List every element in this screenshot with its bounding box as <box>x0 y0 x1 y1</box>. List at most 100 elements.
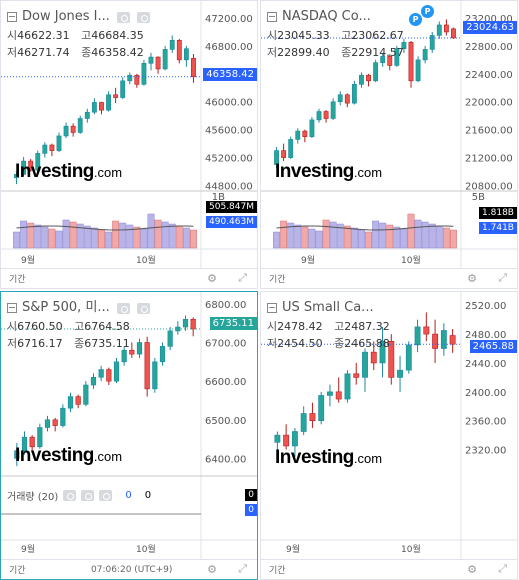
candle-body <box>302 130 308 137</box>
p-marker-icon[interactable]: P <box>409 13 422 26</box>
volume-bar <box>428 223 436 249</box>
visibility-icon[interactable] <box>116 302 130 314</box>
time-label-sep: 9월 <box>301 256 316 266</box>
period-label[interactable]: 기간 <box>9 566 26 576</box>
open-value: 46622.31 <box>17 29 70 43</box>
gear-icon[interactable]: ⚙ <box>467 563 477 576</box>
candle-body <box>295 130 301 140</box>
period-label[interactable]: 기간 <box>269 275 286 285</box>
chart-pane-us-small-cap[interactable]: US Small Ca... 시2478.42 고2487.32 저2454.5… <box>260 291 518 580</box>
volume-bar <box>133 226 141 249</box>
gear-icon[interactable]: ⚙ <box>467 272 477 285</box>
last-price-badge: 23024.63 <box>463 21 517 34</box>
candle-body <box>443 24 449 33</box>
price-tick-label: 2440.00 <box>465 359 506 370</box>
candle-body <box>113 94 119 98</box>
gear-icon[interactable]: ⚙ <box>207 272 217 285</box>
expand-icon[interactable]: ⤢ <box>238 562 247 575</box>
candle-body <box>167 330 173 347</box>
chart-pane-nasdaq[interactable]: NASDAQ Co... 시23045.33 고23062.67 저22899.… <box>260 0 518 289</box>
volume-bar <box>421 221 429 249</box>
volume-bar <box>358 229 365 249</box>
settings-icon[interactable] <box>136 11 150 23</box>
volume-bar <box>27 222 35 249</box>
symbol-title[interactable]: Dow Jones I... <box>22 9 110 24</box>
price-tick-label: 6500.00 <box>205 416 246 427</box>
symbol-title[interactable]: US Small Ca... <box>282 300 374 315</box>
visibility-icon[interactable] <box>116 11 130 23</box>
candle-body <box>408 42 414 82</box>
price-tick-label: 2360.00 <box>465 417 506 428</box>
candle-body <box>106 94 111 111</box>
candlestick-chart[interactable]: 23200.00 22800.00 22400.00 22000.00 21600.00… <box>261 1 518 289</box>
volume-bar <box>161 221 169 249</box>
candle-body <box>155 56 161 70</box>
candle-body <box>152 361 158 390</box>
price-tick-label: 2320.00 <box>465 446 506 457</box>
candle-body <box>70 125 76 133</box>
candle-body <box>370 351 377 364</box>
candle-body <box>316 111 322 121</box>
volume-bar <box>393 226 401 249</box>
volume-badge-1: 505.847M <box>206 201 257 213</box>
volume-badge-2: 490.463M <box>206 216 257 228</box>
candlestick-chart[interactable]: 2520.00 2480.00 2440.00 2400.00 2360.00 2320.… <box>261 292 518 580</box>
volume-bar <box>308 228 316 249</box>
symbol-title[interactable]: S&P 500, 미... <box>22 300 110 315</box>
candle-body <box>21 436 28 451</box>
chart-pane-sp500[interactable]: S&P 500, 미... 시6760.50 고6764.58 저6716.17… <box>0 291 258 580</box>
candle-body <box>159 346 166 363</box>
collapse-icon[interactable] <box>7 12 17 23</box>
volume-badge-1: 1.818B <box>479 207 517 219</box>
candle-body <box>366 74 371 82</box>
time-label-oct: 10월 <box>136 256 156 266</box>
candle-body <box>35 153 41 171</box>
candle-body <box>327 391 333 396</box>
candle-body <box>323 111 329 119</box>
candle-body <box>281 150 287 158</box>
volume-bar <box>350 227 358 249</box>
ohlc-row-1: 시6760.50 고6764.58 <box>7 320 130 334</box>
candle-body <box>359 74 364 85</box>
settings-icon[interactable] <box>136 302 150 314</box>
volume-bar <box>140 228 148 249</box>
volume-bar <box>273 231 280 249</box>
candle-body <box>388 341 395 378</box>
ohlc-row-2: 저46271.74 종46358.42 <box>7 46 144 60</box>
price-tick-label: 46000.00 <box>205 98 253 109</box>
price-tick-label: 2520.00 <box>465 301 506 312</box>
p-marker-icon[interactable]: P <box>421 5 434 18</box>
candlestick-chart[interactable]: 6800.00 6700.00 6600.00 6500.00 6400.00 <box>1 292 258 580</box>
volume-bar <box>372 220 380 249</box>
volume-bar <box>69 221 77 249</box>
volume-bar <box>190 229 197 249</box>
investing-logo: Investing .com <box>275 447 383 468</box>
expand-icon[interactable]: ⤢ <box>498 562 507 575</box>
period-label[interactable]: 기간 <box>269 566 286 576</box>
price-tick-label: 6700.00 <box>205 339 246 350</box>
volume-bar <box>13 231 20 249</box>
volume-bar <box>48 228 56 249</box>
settings-icon[interactable] <box>81 490 95 501</box>
price-tick-label: 46800.00 <box>205 42 253 53</box>
volume-bar <box>315 230 323 249</box>
candlestick-chart[interactable]: 47200.0046800.0046400.0046000.0045600.00… <box>1 1 258 289</box>
visibility-icon[interactable] <box>63 490 77 501</box>
symbol-title[interactable]: NASDAQ Co... <box>282 9 371 24</box>
candle-body <box>190 319 196 330</box>
expand-icon[interactable]: ⤢ <box>238 271 247 284</box>
time-range-bar: 기간 ⚙ ⤢ <box>261 559 517 579</box>
volume-badge-1: 0 <box>245 489 257 501</box>
gear-icon[interactable]: ⚙ <box>207 563 217 576</box>
close-icon[interactable] <box>99 490 113 501</box>
expand-icon[interactable]: ⤢ <box>498 271 507 284</box>
candle-body <box>129 349 135 355</box>
collapse-icon[interactable] <box>267 303 277 314</box>
collapse-icon[interactable] <box>267 12 277 23</box>
chart-pane-dow-jones[interactable]: Dow Jones I... 시46622.31 고46684.35 저4627… <box>0 0 258 289</box>
candle-body <box>44 419 51 428</box>
collapse-icon[interactable] <box>7 303 17 314</box>
candle-body <box>309 119 315 137</box>
period-label[interactable]: 기간 <box>9 275 26 285</box>
candle-body <box>415 59 421 82</box>
